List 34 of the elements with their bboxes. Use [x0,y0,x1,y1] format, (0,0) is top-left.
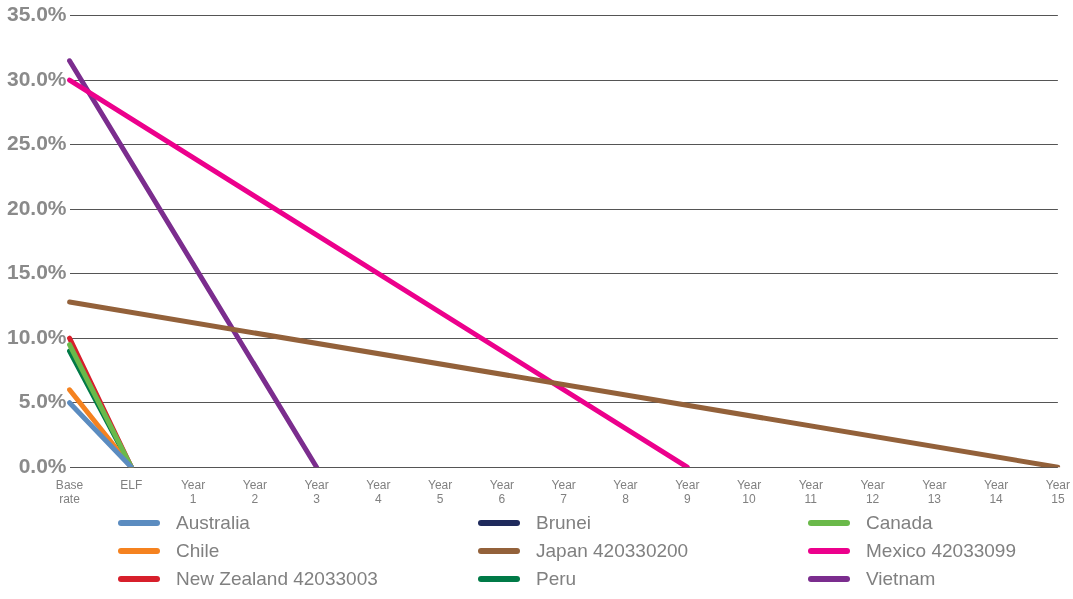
legend-label: Brunei [536,512,591,534]
legend-label: New Zealand 42033003 [176,568,378,590]
legend-label: Vietnam [866,568,936,590]
x-tick-label: Year 11 [798,477,823,507]
x-tick-label: Year 13 [922,477,947,507]
legend-label: Japan 420330200 [536,540,689,562]
x-tick-label: Year 4 [366,477,391,507]
x-tick-label: Year 9 [675,477,700,507]
x-tick-label: Year 8 [613,477,638,507]
y-tick-label: 5.0% [18,389,67,413]
y-tick-label: 15.0% [7,260,67,284]
x-tick-label: Year 5 [428,477,453,507]
x-tick-label: Year 6 [489,477,515,507]
legend-label: Canada [866,512,933,534]
y-tick-label: 0.0% [18,454,67,477]
legend-label: Mexico 42033099 [866,540,1016,562]
y-tick-label: 20.0% [7,195,67,219]
legend-label: Australia [176,512,250,534]
x-tick-label: Year 10 [736,477,762,507]
y-tick-label: 25.0% [7,131,67,155]
x-tick-label: Year 3 [304,477,329,507]
x-tick-label: Year 15 [1045,477,1070,507]
x-tick-label: Year 7 [551,477,576,507]
x-tick-label: Base rate [55,477,84,507]
x-tick-label: ELF [120,477,143,492]
legend-label: Chile [176,540,220,562]
y-tick-label: 10.0% [7,324,67,348]
x-tick-label: Year 12 [860,477,885,507]
legend-label: Peru [536,568,577,590]
x-tick-label: Year 2 [242,477,267,507]
x-tick-label: Year 1 [180,477,206,507]
x-tick-label: Year 14 [983,477,1009,507]
y-tick-label: 30.0% [7,66,67,90]
y-tick-label: 35.0% [7,2,67,26]
